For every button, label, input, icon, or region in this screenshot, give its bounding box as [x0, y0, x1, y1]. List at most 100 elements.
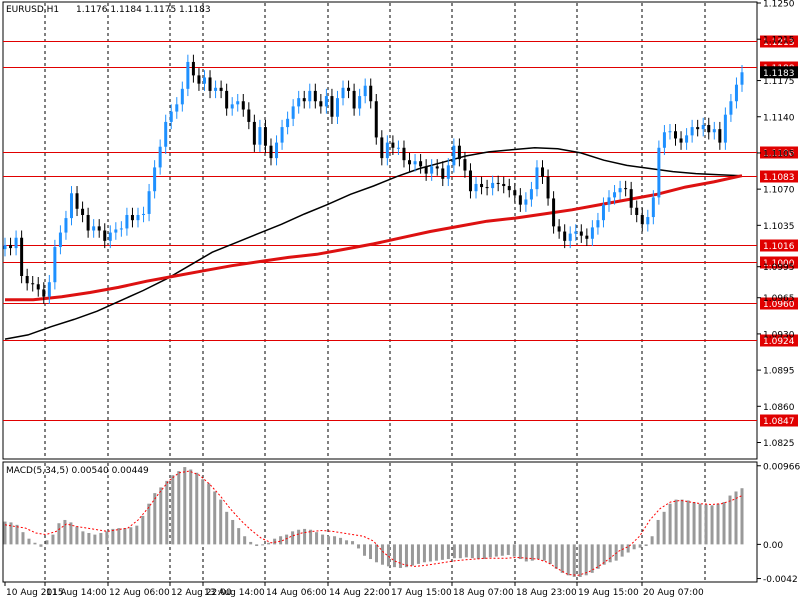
candle-body [646, 217, 650, 225]
candle [513, 182, 517, 203]
macd-bar [291, 531, 295, 545]
macd-bar [404, 544, 408, 568]
ohlc-header: 1.1176 1.1184 1.1175 1.1183 [76, 5, 211, 15]
candle [518, 188, 522, 212]
macd-bar [195, 472, 199, 545]
candle [651, 190, 655, 225]
candle [3, 237, 7, 257]
level-tag-label: 1.1016 [763, 242, 795, 252]
candle-body [53, 247, 57, 283]
candle [601, 197, 605, 228]
macd-bar [704, 504, 708, 545]
macd-bar [674, 499, 678, 545]
candle-body [674, 131, 678, 139]
candle-body [607, 197, 611, 205]
candle [463, 151, 467, 178]
candle [718, 121, 722, 150]
candle-body [114, 229, 118, 233]
macd-bar [464, 544, 468, 558]
candle [25, 268, 29, 291]
macd-bar [452, 544, 456, 559]
level-tag-bg [760, 297, 798, 310]
macd-bar [428, 544, 432, 562]
candle-body [108, 232, 112, 241]
macd-bar [201, 479, 205, 545]
candle-body [130, 214, 134, 221]
level-tag: 1.0924 [760, 334, 798, 347]
candle-body [723, 114, 727, 143]
candle [529, 181, 533, 207]
macd-bar [524, 544, 528, 562]
macd-bar [620, 544, 624, 557]
candle [441, 161, 445, 187]
level-tag: 1.0960 [760, 297, 798, 310]
candle-body [718, 129, 722, 143]
level-tag-bg [760, 35, 798, 48]
level-tag: 1.1106 [760, 146, 798, 159]
macd-bar [99, 532, 103, 545]
candle [613, 185, 617, 205]
candle-body [341, 87, 345, 99]
candle [58, 225, 62, 255]
candle-body [263, 127, 267, 146]
candle [169, 104, 173, 130]
main-pane-frame [2, 1, 758, 460]
candle-body [330, 96, 334, 117]
price-tick-label: 1.1105 [763, 149, 795, 159]
candle [214, 80, 218, 99]
candle [280, 119, 284, 150]
macd-bar [225, 511, 229, 545]
candle-body [435, 166, 439, 169]
candle [557, 219, 561, 239]
candle [685, 128, 689, 150]
level-tag-bg [760, 334, 798, 347]
level-tag-label: 1.1000 [763, 259, 795, 269]
candle [585, 228, 589, 247]
candle-body [47, 282, 51, 297]
macd-bar [740, 488, 744, 545]
macd-bar [75, 526, 79, 545]
candle-body [529, 189, 533, 200]
macd-bar [279, 536, 283, 545]
macd-bar [87, 532, 91, 545]
candle-body [441, 168, 445, 179]
time-tick-label: 12 Aug 22:00 [171, 588, 232, 598]
price-tick-label: 1.0995 [763, 263, 795, 273]
candle [646, 209, 650, 232]
macd-bar [470, 544, 474, 559]
time-tick-label: 14 Aug 22:00 [329, 588, 390, 598]
macd-bar [734, 491, 738, 545]
macd-bar [363, 544, 367, 556]
price-tick-label: 1.0930 [763, 330, 795, 340]
candle [723, 107, 727, 150]
candle-body [452, 145, 456, 166]
macd-tick-label: -0.0042 [763, 575, 798, 585]
candle [430, 159, 434, 181]
candle-body [214, 87, 218, 91]
time-tick-label: 10 Aug 2015 [6, 588, 64, 598]
macd-pane-frame [2, 461, 758, 583]
candle-body [463, 159, 467, 171]
candle-body [424, 166, 428, 174]
macd-bar [327, 536, 331, 545]
macd-bar [15, 524, 19, 545]
candle [729, 94, 733, 122]
candle-body [380, 137, 384, 159]
level-tag: 1.1016 [760, 239, 798, 252]
macd-bar [458, 544, 462, 559]
macd-bar [255, 544, 259, 547]
horizontal-levels[interactable]: 1.12131.11881.11061.10831.10161.10001.09… [3, 35, 798, 428]
candle [363, 78, 367, 104]
candle-body [601, 204, 605, 221]
macd-bar [213, 491, 217, 545]
macd-bar [638, 544, 642, 548]
macd-bar [482, 544, 486, 560]
candle [308, 83, 312, 109]
macd-bar [506, 544, 510, 555]
macd-bar [374, 544, 378, 563]
candle-body [574, 231, 578, 234]
candle [435, 159, 439, 176]
candle [452, 138, 456, 173]
candle-body [563, 231, 567, 241]
